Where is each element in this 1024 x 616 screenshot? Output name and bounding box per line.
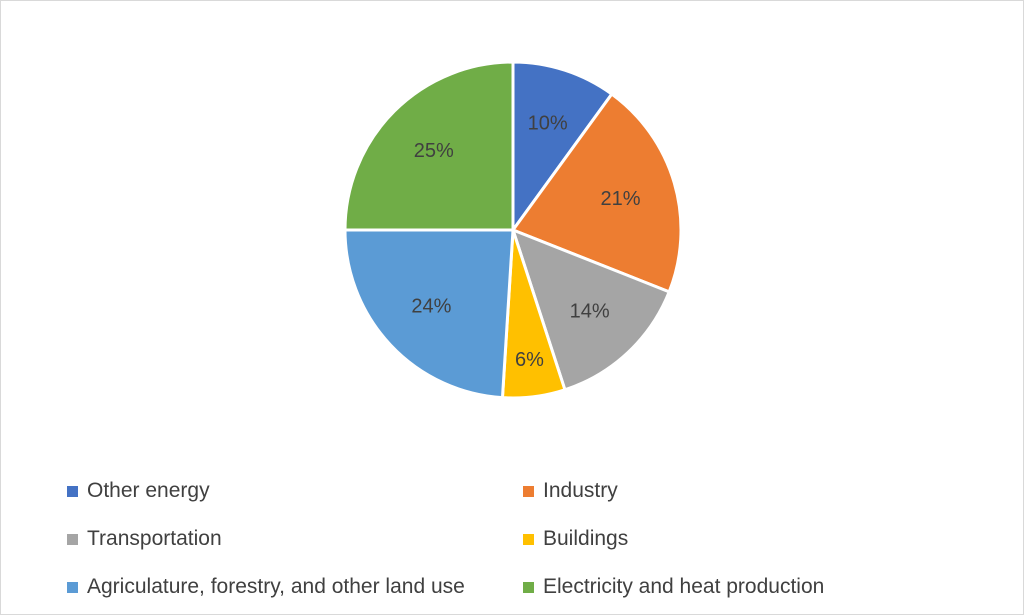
pie-slice-industry	[511, 92, 683, 294]
legend-swatch	[67, 485, 78, 497]
legend-item-electricity-heat: Electricity and heat production	[523, 563, 967, 611]
slice-label-buildings: 6%	[515, 349, 544, 371]
slice-label-agriculature-forestry-and-other-land-use: 24%	[411, 296, 451, 318]
legend-item-transportation: Transportation	[67, 515, 523, 563]
slice-label-transportation: 14%	[570, 301, 610, 323]
legend-label: Electricity and heat production	[543, 575, 825, 598]
slice-label-other-energy: 10%	[528, 112, 568, 134]
legend-swatch	[523, 581, 534, 593]
legend: Other energy Industry Transportation Bui…	[67, 467, 967, 611]
slice-label-industry: 21%	[601, 188, 641, 210]
pie-slice-other-energy	[511, 60, 614, 232]
legend-item-industry: Industry	[523, 467, 967, 515]
legend-swatch	[523, 485, 534, 497]
slice-label-electricity-and-heat-production: 25%	[414, 140, 454, 162]
legend-swatch	[67, 581, 78, 593]
legend-item-buildings: Buildings	[523, 515, 967, 563]
legend-label: Agriculature, forestry, and other land u…	[87, 575, 465, 598]
legend-item-other-energy: Other energy	[67, 467, 523, 515]
legend-item-agriculture: Agriculature, forestry, and other land u…	[67, 563, 523, 611]
pie-slice-agriculature-forestry-and-other-land-use	[343, 228, 515, 400]
legend-swatch	[523, 533, 534, 545]
pie-slice-electricity-and-heat-production	[343, 60, 515, 232]
legend-label: Transportation	[87, 527, 222, 550]
legend-label: Industry	[543, 479, 618, 502]
legend-label: Other energy	[87, 479, 210, 502]
legend-swatch	[67, 533, 78, 545]
legend-label: Buildings	[543, 527, 629, 550]
